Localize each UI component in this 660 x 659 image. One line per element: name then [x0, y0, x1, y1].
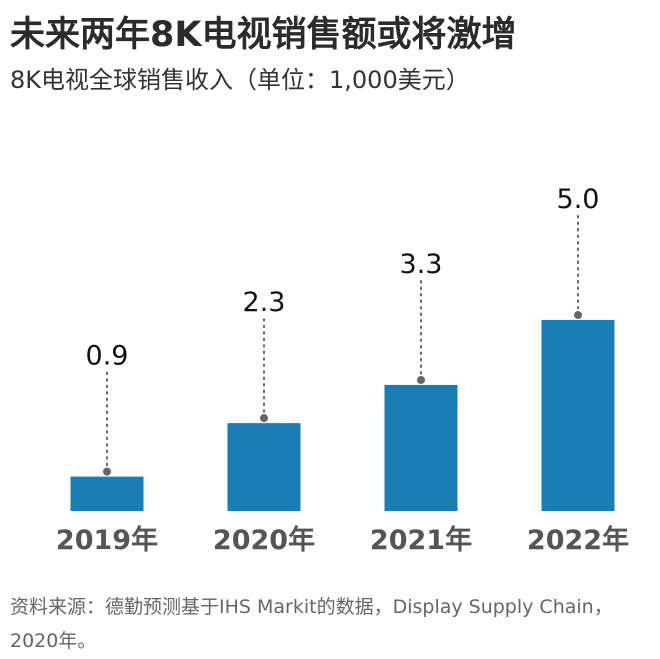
- bar: [384, 384, 458, 511]
- leader-dot: [574, 311, 582, 319]
- data-label: 2.3: [243, 287, 286, 318]
- category-label: 2021年: [370, 524, 472, 556]
- category-label: 2019年: [56, 524, 158, 556]
- source-note: 资料来源：德勤预测基于IHS Markit的数据，Display Supply …: [10, 596, 613, 652]
- data-label: 5.0: [557, 184, 600, 215]
- leader-dot: [260, 414, 268, 423]
- chart-title: 未来两年8K电视销售额或将激增: [10, 15, 517, 55]
- data-label: 0.9: [86, 341, 129, 372]
- bar-chart: 0.9 2019年 2.3 2020年 3.3 2021年 5.0 2022年: [56, 184, 629, 556]
- data-label: 3.3: [400, 249, 443, 280]
- leader-dot: [417, 375, 425, 384]
- bar: [70, 476, 144, 511]
- category-label: 2020年: [213, 524, 315, 556]
- leader-dot: [103, 467, 111, 476]
- bar: [541, 320, 615, 511]
- bar: [227, 423, 301, 511]
- chart-subtitle: 8K电视全球销售收入（单位：1,000美元）: [10, 66, 470, 94]
- category-label: 2022年: [527, 524, 629, 556]
